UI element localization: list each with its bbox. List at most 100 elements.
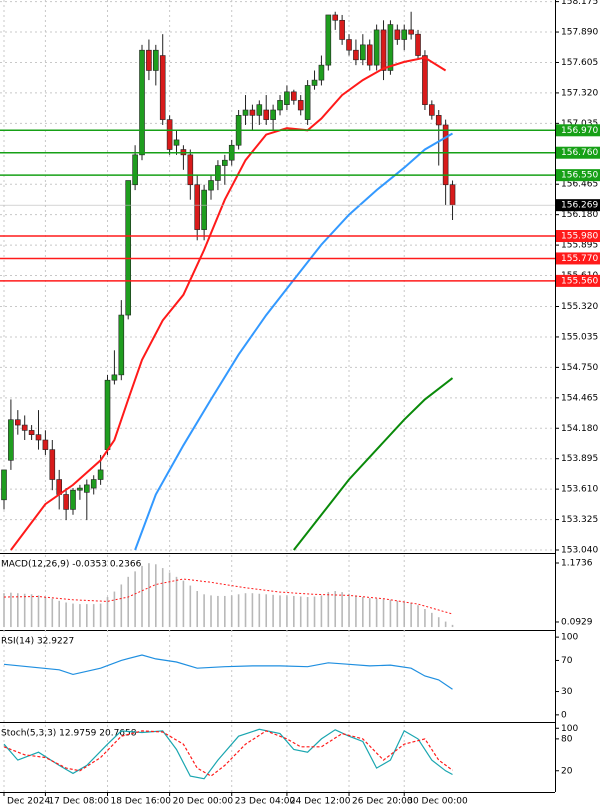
candle-body [222,159,228,166]
candle-body [97,469,104,480]
candle-body [159,55,166,120]
x-tick-label: 26 Dec 20:00 [352,797,413,807]
y-tick-label: 155.035 [561,332,598,342]
candle-body [63,494,69,510]
level-label: 156.550 [561,171,598,181]
candle-body [146,49,152,71]
level-label: 156.760 [561,148,598,158]
macd-signal [3,578,453,615]
candle-body [118,314,125,376]
candle-body [332,14,339,21]
candle-body [353,49,359,61]
candle-body [394,29,401,40]
last-price-box [556,199,600,212]
candle-body [173,139,180,146]
y-tick-label: 156.180 [561,210,598,220]
y-tick-label: 158.175 [561,0,598,7]
candle-body [297,100,304,111]
y-tick-label: 0.0929 [561,617,593,627]
candle-body [270,109,276,120]
candle-body [415,33,421,56]
candle-body [208,180,214,191]
y-tick-label: 30 [561,687,573,697]
candle-body [15,419,21,426]
y-tick-label: 154.180 [561,424,598,434]
candle-body [1,469,7,501]
indicator-line [3,730,453,777]
x-tick-label: 24 Dec 12:00 [290,797,351,807]
y-tick-label: 20 [561,766,573,776]
y-tick-label: 153.895 [561,454,598,464]
y-tick-label: 157.035 [561,119,598,129]
candle-body [360,44,366,61]
level-label-box [556,274,600,287]
y-tick-label: 155.320 [561,302,598,312]
y-tick-label: 157.320 [561,88,598,98]
candle-body [201,189,207,230]
candle-body [387,24,394,71]
candle-body [401,29,408,40]
x-tick-label: 20 Dec 00:00 [173,797,234,807]
panel-title: MACD(12,26,9) -0.0353 0.2366 [1,560,142,570]
candle-body [49,449,56,480]
level-label-box [556,230,600,243]
candle-body [304,85,311,120]
panel-title: RSI(14) 32.9227 [1,637,74,647]
y-tick-label: 154.750 [561,363,598,373]
candle-body [90,479,97,489]
candle-body [380,29,387,71]
level-label: 155.980 [561,232,598,242]
candle-body [42,439,49,450]
y-tick-label: 80 [561,734,573,744]
y-tick-label: 154.465 [561,393,598,403]
candle-body [70,489,76,510]
candle-body [187,154,194,186]
candle-body [442,124,449,186]
y-tick-label: 153.610 [561,485,598,495]
y-tick-label: 157.605 [561,58,598,68]
candle-body [366,44,373,66]
level-label-box [556,169,600,182]
candle-body [408,29,414,35]
candle-body [373,29,380,66]
candle-body [242,109,249,116]
x-tick-label: 30 Dec 00:00 [407,797,468,807]
candle-body [125,180,132,316]
moving-average [134,132,454,551]
y-tick-label: 0 [561,710,567,720]
candle-body [21,424,28,431]
candle-body [339,19,345,40]
candle-body [104,379,111,450]
candle-body [8,419,14,461]
candle-body [215,165,221,181]
y-tick-label: 155.895 [561,241,598,251]
candle-body [84,484,90,493]
y-tick-label: 100 [561,633,578,643]
candle-body [132,154,138,186]
y-tick-label: 157.890 [561,28,598,38]
y-tick-label: 100 [561,724,578,734]
candle-body [422,55,428,105]
indicator-line [3,654,453,690]
level-label: 155.770 [561,254,598,264]
x-tick-label: 18 Dec 16:00 [111,797,172,807]
candle-body [153,49,159,71]
level-label-box [556,252,600,265]
y-tick-label: 153.325 [561,515,598,525]
candle-body [435,115,442,126]
candle-body [263,109,270,120]
candle-body [166,119,173,150]
level-label-box [556,124,600,137]
y-tick-label: 70 [561,656,573,666]
candle-body [249,109,256,116]
candle-body [256,104,263,116]
candle-body [449,184,456,206]
level-label: 155.560 [561,276,598,286]
candle-body [28,430,35,435]
y-tick-label: 156.465 [561,180,598,190]
candle-body [35,434,42,441]
candle-body [284,91,290,105]
y-tick-label: 1.1736 [561,558,593,568]
